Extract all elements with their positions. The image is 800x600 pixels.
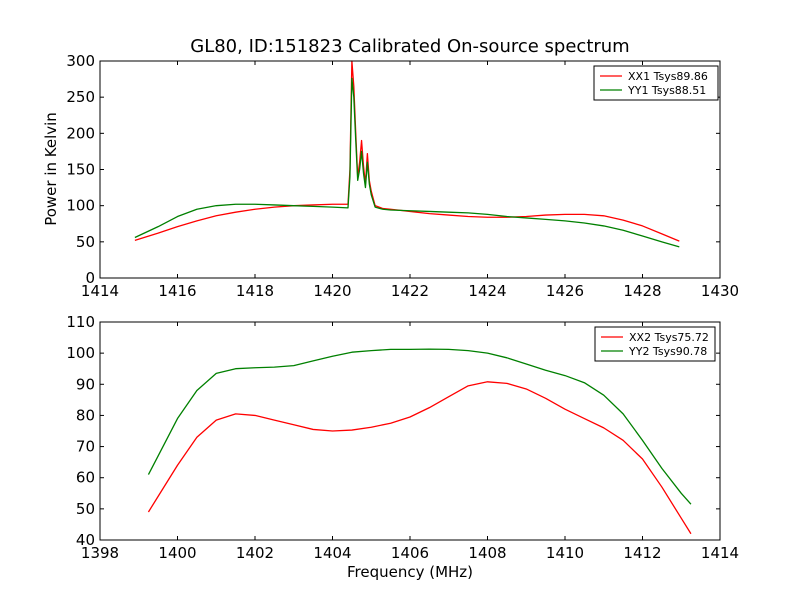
x-tick-label: 1428 [623,282,661,300]
series-line-yy2 [147,348,692,505]
y-tick-label: 70 [76,438,95,456]
legend-label: YY1 Tsys88.51 [627,84,706,97]
x-tick-label: 1414 [701,544,739,562]
y-tick-label: 110 [66,313,95,331]
x-tick-label: 1426 [546,282,584,300]
x-tick-label: 1418 [236,282,274,300]
y-tick-label: 250 [66,88,95,106]
legend-label: XX2 Tsys75.72 [629,331,709,344]
x-tick-label: 1400 [158,544,196,562]
x-tick-label: 1404 [313,544,351,562]
top-panel: 1414 1416 1418 1420 1422 1424 1426 1428 1430 0 50 1… [66,52,739,300]
legend-label: YY2 Tsys90.78 [628,345,707,358]
y-tick-label: 100 [66,344,95,362]
x-tick-label: 1398 [81,544,119,562]
x-tick-label: 1412 [623,544,661,562]
y-tick-label: 0 [85,269,95,287]
series-line-xx2 [147,381,692,535]
x-tick-label: 1424 [468,282,506,300]
x-axis-label: Frequency (MHz) [347,563,473,581]
x-tick-label: 1402 [236,544,274,562]
y-axis-label: Power in Kelvin [42,112,60,226]
x-tick-label: 1416 [158,282,196,300]
y-tick-label: 80 [76,406,95,424]
x-tick-label: 1414 [81,282,119,300]
bottom-panel: 1398 1400 1402 1404 1406 1408 1410 1412 1414 40 50… [66,313,739,562]
y-tick-label: 300 [66,52,95,70]
y-tick-label: 60 [76,469,95,487]
y-tick-label: 50 [76,233,95,251]
y-tick-label: 40 [76,531,95,549]
legend-label: XX1 Tsys89.86 [628,70,708,83]
x-tick-label: 1420 [313,282,351,300]
y-tick-label: 150 [66,161,95,179]
series-line-yy1 [134,77,680,248]
x-tick-label: 1408 [468,544,506,562]
y-tick-label: 50 [76,500,95,518]
x-tick-label: 1430 [701,282,739,300]
y-tick-label: 90 [76,375,95,393]
x-tick-label: 1410 [546,544,584,562]
x-tick-label: 1406 [391,544,429,562]
y-tick-label: 100 [66,197,95,215]
x-tick-label: 1422 [391,282,429,300]
legend-box [593,65,719,101]
y-tick-label: 200 [66,124,95,142]
legend-box [594,326,716,362]
chart-title: GL80, ID:151823 Calibrated On-source spe… [190,36,629,57]
